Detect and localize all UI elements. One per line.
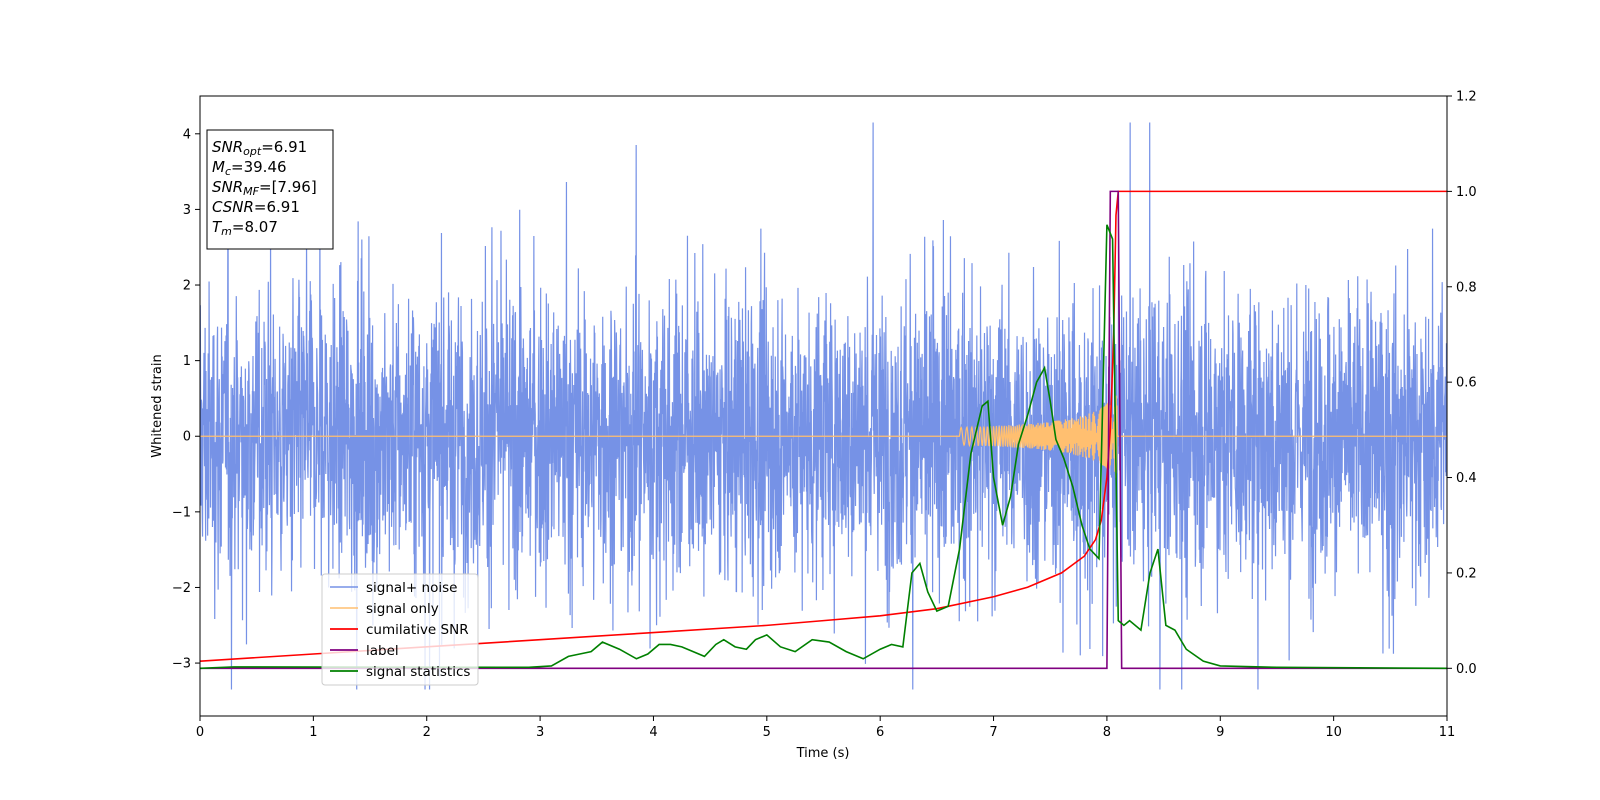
y-tick-label: 0 [183,430,191,445]
series-line-signal-only [200,395,1447,478]
y-axis-right: 0.0 0.2 0.4 0.6 0.8 1.0 1.2 [1447,90,1477,677]
y2-tick-label: 0.4 [1456,471,1477,486]
y2-tick-label: 0.8 [1456,280,1477,295]
series-line-label [200,190,1447,670]
series-line-signal-noise [200,122,1447,690]
x-tick-label: 0 [196,725,204,740]
y-tick-label: 4 [183,127,191,142]
y-tick-label: 2 [183,279,191,294]
y-axis-left: −3 −2 −1 0 1 2 3 4 [172,127,200,672]
x-axis: 0 1 2 3 4 5 6 7 8 9 10 11 [196,716,1455,740]
x-tick-label: 10 [1325,725,1342,740]
x-tick-label: 2 [423,725,431,740]
annotation-line: SNRMF=[7.96] [212,178,317,198]
y2-tick-label: 1.0 [1456,185,1477,200]
annotation-line: CSNR=6.91 [212,198,300,216]
y-tick-label: 3 [183,203,191,218]
y-tick-label: −2 [172,581,191,596]
parameter-annotation-box: SNRopt=6.91Mc=39.46SNRMF=[7.96]CSNR=6.91… [206,129,334,250]
legend-entry-label: signal only [366,601,439,617]
annotation-line: Mc=39.46 [212,158,287,178]
legend-frame [321,573,479,686]
x-tick-label: 5 [763,725,771,740]
y2-tick-label: 1.2 [1456,90,1477,105]
y-tick-label: −1 [172,505,191,520]
x-tick-label: 3 [536,725,544,740]
x-tick-label: 7 [989,725,997,740]
x-tick-label: 1 [309,725,317,740]
x-axis-label: Time (s) [796,746,850,761]
y2-tick-label: 0.2 [1456,566,1477,581]
x-tick-label: 8 [1103,725,1111,740]
x-tick-label: 4 [649,725,657,740]
legend: signal+ noise signal only cumilative SNR la… [321,573,479,686]
legend-entry-label: signal+ noise [366,580,457,596]
legend-entry-label: label [366,643,399,659]
series-line-cumulative-snr [200,190,1447,662]
series-line-signal-statistics [200,224,1447,670]
annotation-line: Tm=8.07 [212,218,278,238]
y2-tick-label: 0.0 [1456,662,1477,677]
legend-entry-label: cumilative SNR [366,622,469,638]
y-axis-label: Whitened strain [150,354,165,457]
y2-tick-label: 0.6 [1456,376,1477,391]
legend-entry-label: signal statistics [366,664,470,680]
x-tick-label: 9 [1216,725,1224,740]
annotation-frame [206,129,334,250]
x-tick-label: 11 [1439,725,1456,740]
plot-frame [199,95,1448,717]
series-layer [200,122,1447,690]
y-tick-label: −3 [172,657,191,672]
annotation-line: SNRopt=6.91 [212,138,307,158]
y-tick-label: 1 [183,354,191,369]
x-tick-label: 6 [876,725,884,740]
